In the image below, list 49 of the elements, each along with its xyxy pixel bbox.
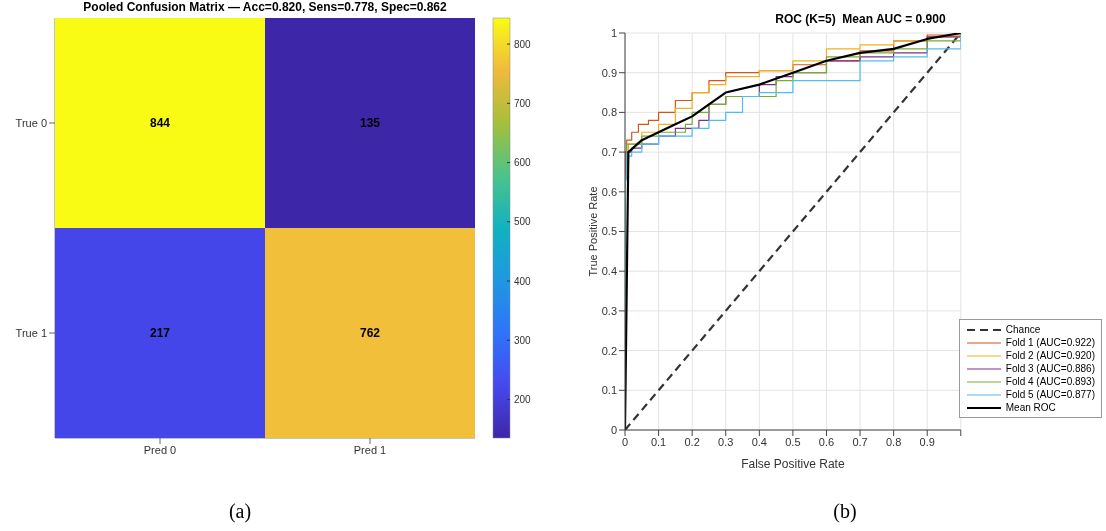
y-tick-label: 0.7 [601, 146, 617, 159]
y-tick-label: 0.6 [601, 185, 617, 198]
data-label: 762 [359, 326, 381, 340]
x-tick-label: Pred 1 [353, 443, 387, 456]
data-label: 135 [359, 116, 381, 130]
data-label: 844 [149, 116, 171, 130]
y-tick-label: 0.1 [601, 384, 617, 397]
y-tick-label: 0.8 [601, 106, 617, 119]
color-bar-label: 800 [514, 38, 532, 50]
y-tick-label: 0.2 [601, 344, 617, 357]
y-tick-label: True 1 [15, 326, 47, 339]
color-bar-label: 500 [514, 216, 532, 228]
x-tick-label: 0.9 [919, 435, 935, 448]
text: (a) [227, 500, 253, 523]
y-tick-label: 0.4 [601, 265, 617, 278]
color-bar-label: 200 [514, 394, 532, 405]
legend-label: Fold 5 (AUC=0.877) [1005, 389, 1095, 400]
y-tick-label: True 0 [15, 116, 47, 129]
x-tick-label: 0.2 [684, 435, 700, 448]
y-tick-label: 0 [610, 423, 617, 436]
text: (b) [832, 500, 858, 523]
x-tick-label: 0 [621, 435, 629, 448]
legend-label: Fold 3 (AUC=0.886) [1005, 363, 1095, 374]
x-tick-label: 0.6 [818, 435, 835, 448]
y-tick-label: 0.9 [601, 66, 617, 79]
x-tick-label: 0.5 [785, 435, 801, 448]
x-tick-label: 0.8 [885, 435, 902, 448]
legend-label: Fold 2 (AUC=0.920) [1005, 350, 1095, 361]
x-tick-label: Pred 0 [143, 443, 177, 456]
chart-title: Pooled Confusion Matrix — Acc=0.820, Sens=0.778, Spec=0.862 [82, 0, 448, 14]
legend-label: Fold 4 (AUC=0.893) [1005, 376, 1095, 387]
chart-title: ROC (K=5) Mean AUC = 0.900 [774, 12, 947, 26]
data-label: 217 [149, 326, 171, 340]
x-tick-label: 0.7 [852, 435, 868, 448]
color-bar-label: 600 [514, 157, 532, 169]
legend-label: Chance [1005, 324, 1041, 335]
color-bar-label: 400 [514, 275, 532, 287]
legend-label: Fold 1 (AUC=0.922) [1005, 337, 1095, 348]
y-tick-label: 0.5 [601, 225, 617, 238]
x-tick-label: 0.4 [751, 435, 767, 448]
x-tick-label: 0.1 [650, 435, 667, 448]
color-bar-label: 300 [514, 334, 532, 346]
x-axis-title: False Positive Rate [741, 457, 845, 471]
color-bar-label: 700 [514, 97, 532, 109]
y-tick-label: 0.3 [601, 304, 617, 317]
x-tick-label: 0.3 [718, 435, 734, 448]
y-tick-label: 1 [610, 26, 617, 39]
y-axis-title: True Positive Rate [586, 186, 599, 277]
legend-label: Mean ROC [1005, 402, 1056, 413]
